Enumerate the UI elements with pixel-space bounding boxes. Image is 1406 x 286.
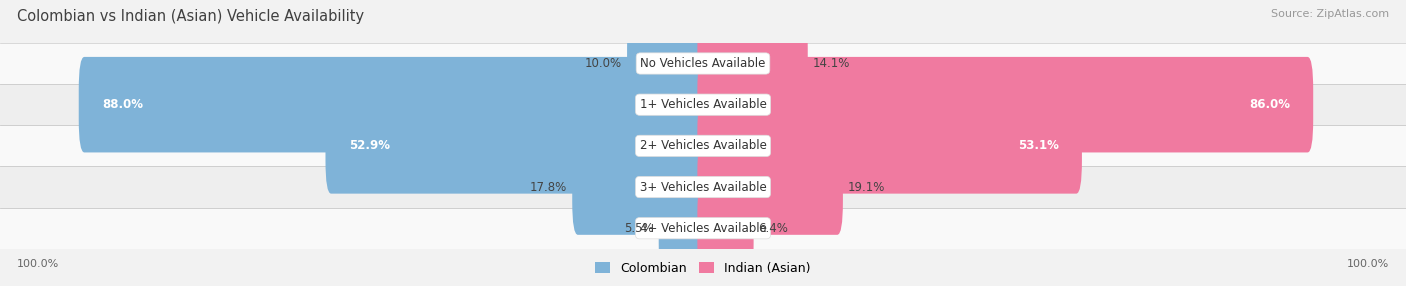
Text: 10.0%: 10.0% [585,57,621,70]
Text: 14.1%: 14.1% [813,57,851,70]
FancyBboxPatch shape [79,57,709,152]
Text: 53.1%: 53.1% [1018,139,1059,152]
Text: Source: ZipAtlas.com: Source: ZipAtlas.com [1271,9,1389,19]
Text: No Vehicles Available: No Vehicles Available [640,57,766,70]
FancyBboxPatch shape [697,57,1313,152]
Text: 52.9%: 52.9% [349,139,389,152]
Text: 4+ Vehicles Available: 4+ Vehicles Available [640,222,766,235]
Text: 5.5%: 5.5% [624,222,654,235]
Text: 100.0%: 100.0% [17,259,59,269]
Text: 17.8%: 17.8% [530,180,568,194]
Bar [0,166,1406,208]
Text: 100.0%: 100.0% [1347,259,1389,269]
FancyBboxPatch shape [697,180,754,276]
Bar [0,208,1406,249]
Text: 88.0%: 88.0% [101,98,143,111]
Text: 1+ Vehicles Available: 1+ Vehicles Available [640,98,766,111]
Bar [0,43,1406,84]
Text: 6.4%: 6.4% [759,222,789,235]
Bar [0,84,1406,125]
Text: Colombian vs Indian (Asian) Vehicle Availability: Colombian vs Indian (Asian) Vehicle Avai… [17,9,364,23]
FancyBboxPatch shape [627,16,709,111]
FancyBboxPatch shape [326,98,709,194]
Text: 86.0%: 86.0% [1249,98,1291,111]
Legend: Colombian, Indian (Asian): Colombian, Indian (Asian) [591,257,815,280]
Bar [0,125,1406,166]
Text: 3+ Vehicles Available: 3+ Vehicles Available [640,180,766,194]
Text: 19.1%: 19.1% [848,180,886,194]
FancyBboxPatch shape [658,180,709,276]
FancyBboxPatch shape [572,139,709,235]
FancyBboxPatch shape [697,139,844,235]
Text: 2+ Vehicles Available: 2+ Vehicles Available [640,139,766,152]
FancyBboxPatch shape [697,16,807,111]
FancyBboxPatch shape [697,98,1083,194]
